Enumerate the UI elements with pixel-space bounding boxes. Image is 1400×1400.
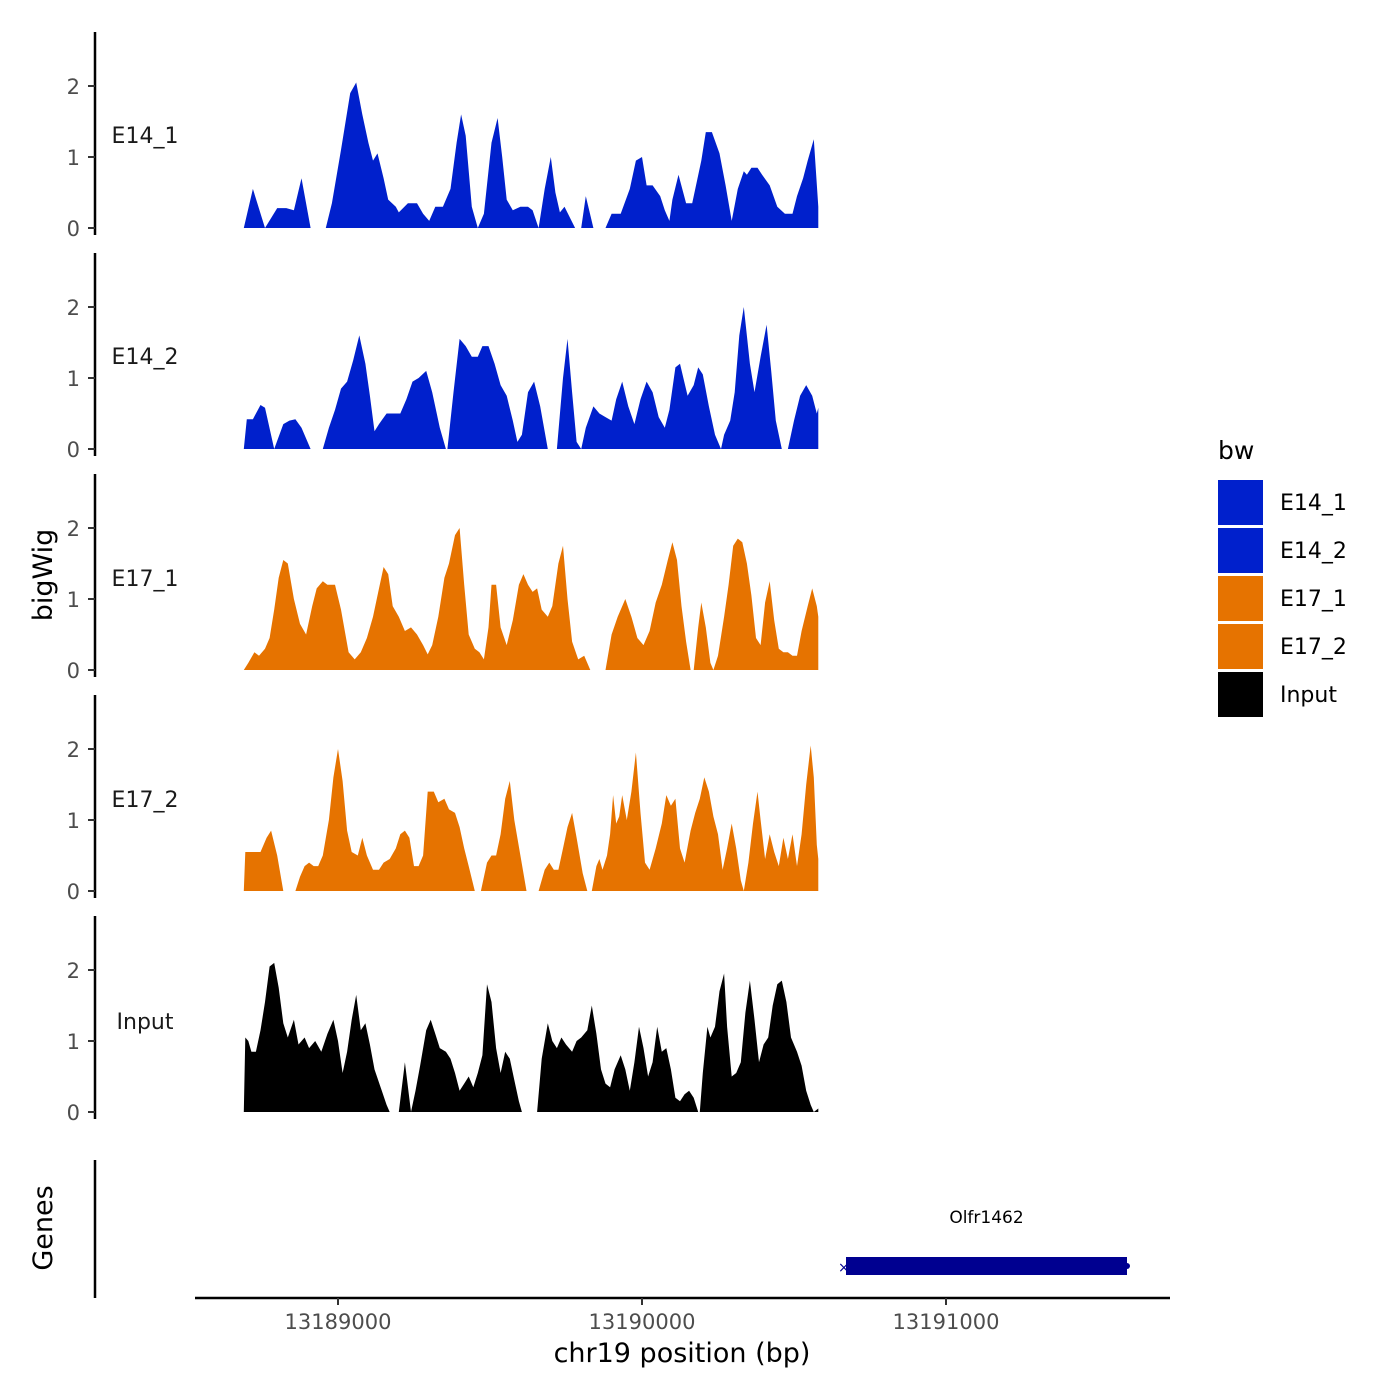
y-tick-label: 0	[67, 438, 80, 462]
y-tick-label: 2	[67, 959, 80, 983]
legend-swatch	[1218, 528, 1263, 573]
legend-item-e14-1: E14_1	[1218, 480, 1347, 525]
legend-item-input: Input	[1218, 672, 1337, 717]
x-axis-title: chr19 position (bp)	[554, 1338, 811, 1369]
track-label: E14_1	[112, 124, 179, 149]
legend-item-e17-1: E17_1	[1218, 576, 1347, 621]
signal-area	[556, 307, 782, 449]
signal-area	[322, 335, 446, 449]
x-tick-label: 13191000	[893, 1310, 1000, 1334]
y-tick-label: 1	[67, 1030, 80, 1054]
signal-area	[605, 132, 819, 228]
y-tick-label: 0	[67, 217, 80, 241]
gene-end-marker	[1124, 1263, 1130, 1269]
genes-track: × Olfr1462	[93, 1160, 1130, 1298]
signal-area	[581, 196, 594, 228]
track-label: E17_2	[112, 788, 179, 813]
legend-swatch	[1218, 624, 1263, 669]
legend-label: E17_2	[1280, 635, 1347, 660]
legend-swatch	[1218, 576, 1263, 621]
signal-area	[243, 962, 390, 1112]
legend-swatch	[1218, 480, 1263, 525]
gene-body	[846, 1257, 1127, 1275]
track-e17-2: 0 1 2 E17_2	[67, 695, 819, 904]
gene-olfr1462: × Olfr1462	[838, 1208, 1130, 1276]
legend-label: E17_1	[1280, 587, 1347, 612]
signal-area	[605, 542, 691, 670]
gene-name: Olfr1462	[949, 1208, 1023, 1228]
legend-title: bw	[1218, 436, 1254, 465]
legend-item-e17-2: E17_2	[1218, 624, 1347, 669]
track-label: E17_1	[112, 567, 179, 592]
track-e14-1: 0 1 2 E14_1	[67, 32, 819, 241]
signal-area	[398, 984, 522, 1112]
signal-area	[447, 338, 548, 449]
y-tick-label: 1	[67, 588, 80, 612]
y-tick-label: 1	[67, 367, 80, 391]
signal-area	[699, 973, 819, 1112]
legend-label: E14_2	[1280, 539, 1347, 564]
signal-area	[538, 812, 588, 891]
y-tick-label: 2	[67, 517, 80, 541]
signal-area	[243, 405, 311, 449]
signal-area	[243, 178, 311, 228]
track-e17-1: 0 1 2 E17_1	[67, 474, 819, 683]
genes-axis-title: Genes	[28, 1185, 59, 1270]
signal-area	[693, 538, 819, 670]
gene-start-marker: ×	[838, 1260, 850, 1276]
legend-item-e14-2: E14_2	[1218, 528, 1347, 573]
y-tick-label: 0	[67, 1101, 80, 1125]
legend-swatch	[1218, 672, 1263, 717]
legend: E14_1 E14_2 E17_1 E17_2 Input	[1218, 480, 1347, 717]
legend-label: Input	[1280, 683, 1337, 708]
signal-area	[591, 745, 819, 891]
signal-area	[295, 749, 475, 891]
signal-area	[243, 830, 284, 891]
signal-area	[787, 385, 819, 449]
x-axis: 13189000 13190000 13191000	[195, 1296, 1170, 1334]
x-tick-label: 13190000	[589, 1310, 696, 1334]
track-label: E14_2	[112, 345, 179, 370]
signal-area	[243, 528, 591, 670]
signal-area	[480, 781, 527, 891]
y-tick-label: 2	[67, 75, 80, 99]
y-tick-label: 0	[67, 880, 80, 904]
y-tick-label: 2	[67, 738, 80, 762]
y-tick-label: 0	[67, 659, 80, 683]
legend-label: E14_1	[1280, 491, 1347, 516]
y-tick-label: 1	[67, 809, 80, 833]
y-axis-title: bigWig	[28, 529, 59, 622]
bigwig-tracks: 0 1 2 E14_1 0 1 2 E14_2 0 1 2 E17_1 0 1 2 E17_2 0 1 2 Input	[67, 32, 819, 1125]
y-tick-label: 2	[67, 296, 80, 320]
signal-area	[325, 82, 576, 228]
signal-area	[537, 1005, 699, 1112]
track-e14-2: 0 1 2 E14_2	[67, 253, 819, 462]
y-tick-label: 1	[67, 146, 80, 170]
track-label: Input	[117, 1010, 174, 1035]
x-tick-label: 13189000	[285, 1310, 392, 1334]
track-input: 0 1 2 Input	[67, 916, 819, 1125]
